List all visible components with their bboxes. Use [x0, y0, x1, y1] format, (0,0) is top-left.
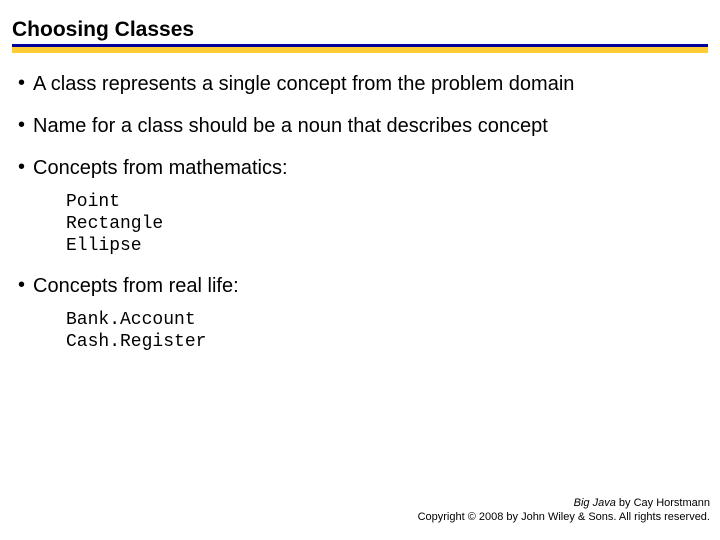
code-block-reallife: Bank.Account Cash.Register: [66, 309, 708, 353]
bullet-item: • Name for a class should be a noun that…: [18, 113, 708, 139]
bullet-text: A class represents a single concept from…: [33, 71, 574, 97]
bullet-dot-icon: •: [18, 113, 25, 137]
footer-author: by Cay Horstmann: [616, 497, 710, 509]
bullet-text: Concepts from real life:: [33, 273, 239, 299]
footer-line2: Copyright © 2008 by John Wiley & Sons. A…: [418, 510, 710, 524]
slide: Choosing Classes • A class represents a …: [0, 0, 720, 540]
bullet-item: • A class represents a single concept fr…: [18, 71, 708, 97]
content-area: • A class represents a single concept fr…: [12, 53, 708, 353]
title-block: Choosing Classes: [12, 18, 708, 53]
bullet-text: Concepts from mathematics:: [33, 155, 288, 181]
bullet-dot-icon: •: [18, 71, 25, 95]
bullet-text: Name for a class should be a noun that d…: [33, 113, 548, 139]
bullet-dot-icon: •: [18, 155, 25, 179]
footer-book-title: Big Java: [574, 497, 616, 509]
footer-line1: Big Java by Cay Horstmann: [418, 496, 710, 510]
code-block-math: Point Rectangle Ellipse: [66, 191, 708, 257]
bullet-item: • Concepts from real life:: [18, 273, 708, 299]
footer: Big Java by Cay Horstmann Copyright © 20…: [418, 496, 710, 524]
bullet-dot-icon: •: [18, 273, 25, 297]
slide-title: Choosing Classes: [12, 18, 708, 44]
bullet-item: • Concepts from mathematics:: [18, 155, 708, 181]
